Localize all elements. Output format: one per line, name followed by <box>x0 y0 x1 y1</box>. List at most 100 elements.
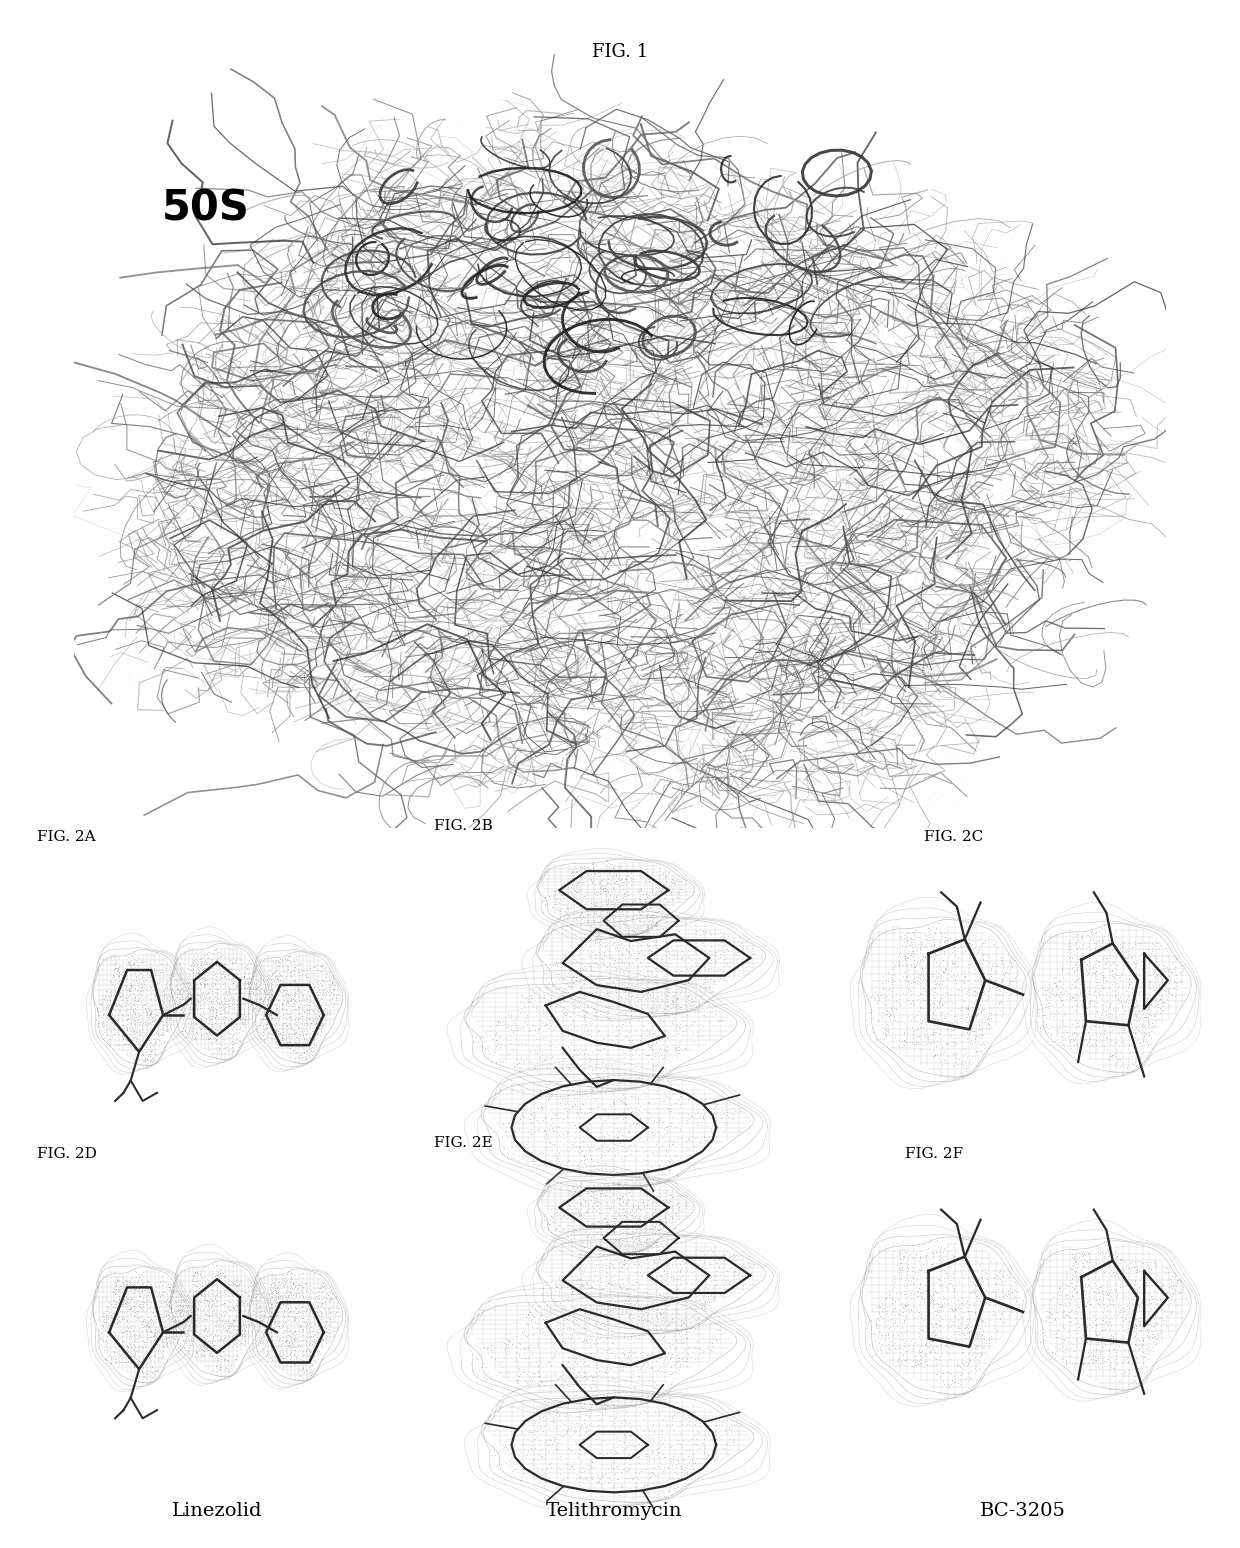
Point <box>634 477 653 502</box>
Point <box>606 469 626 494</box>
Point <box>615 1333 635 1358</box>
Point <box>1034 457 1054 481</box>
Point <box>95 1307 115 1331</box>
Point <box>484 714 503 738</box>
Point <box>567 717 587 741</box>
Point <box>656 1141 676 1166</box>
Point <box>661 334 681 359</box>
Point <box>582 1183 601 1207</box>
Point <box>704 519 724 543</box>
Point <box>126 1025 146 1050</box>
Point <box>247 1328 267 1353</box>
Point <box>836 402 856 427</box>
Point <box>294 1288 314 1313</box>
Point <box>946 1327 966 1351</box>
Point <box>816 717 836 741</box>
Point <box>491 443 511 467</box>
Point <box>278 1288 298 1313</box>
Point <box>1125 1268 1145 1293</box>
Point <box>562 237 582 262</box>
Point <box>665 943 684 968</box>
Point <box>585 460 605 485</box>
Point <box>1109 384 1128 409</box>
Point <box>567 907 587 932</box>
Point <box>517 1005 537 1029</box>
Point <box>170 978 190 1003</box>
Point <box>1147 1289 1167 1314</box>
Point <box>227 1003 247 1028</box>
Point <box>714 238 734 263</box>
Point <box>708 707 728 732</box>
Point <box>973 960 993 985</box>
Point <box>1141 1328 1161 1353</box>
Point <box>632 930 652 955</box>
Point <box>1021 500 1040 525</box>
Point <box>990 415 1009 440</box>
Point <box>272 1336 291 1361</box>
Point <box>315 955 335 980</box>
Point <box>286 989 306 1014</box>
Point <box>433 144 453 169</box>
Point <box>279 1300 299 1325</box>
Point <box>539 1211 559 1235</box>
Point <box>872 498 892 523</box>
Point <box>205 963 224 988</box>
Point <box>613 873 632 898</box>
Point <box>898 1339 918 1364</box>
Point <box>919 1286 939 1311</box>
Point <box>391 486 410 511</box>
Point <box>527 559 547 584</box>
Point <box>283 1271 303 1296</box>
Point <box>649 1224 668 1249</box>
Point <box>821 529 841 554</box>
Point <box>1076 1240 1096 1265</box>
Point <box>1064 975 1084 1000</box>
Point <box>588 1402 608 1427</box>
Point <box>273 991 293 1015</box>
Point <box>567 1135 587 1159</box>
Point <box>233 1286 253 1311</box>
Point <box>898 977 918 1002</box>
Point <box>981 1325 1001 1350</box>
Point <box>947 1011 967 1036</box>
Point <box>861 1000 880 1025</box>
Point <box>221 1314 241 1339</box>
Point <box>589 1409 609 1433</box>
Point <box>299 1286 319 1311</box>
Point <box>635 478 655 503</box>
Point <box>270 950 290 975</box>
Point <box>668 1015 688 1040</box>
Point <box>98 1006 118 1031</box>
Point <box>122 1296 141 1320</box>
Point <box>1122 950 1142 975</box>
Point <box>954 381 973 406</box>
Point <box>368 409 388 433</box>
Point <box>284 406 304 430</box>
Point <box>615 960 635 985</box>
Point <box>692 1446 712 1471</box>
Point <box>387 424 407 449</box>
Point <box>518 421 538 446</box>
Point <box>275 981 295 1006</box>
Point <box>759 740 779 765</box>
Point <box>625 927 645 952</box>
Point <box>992 983 1012 1008</box>
Point <box>202 407 222 432</box>
Point <box>549 1389 569 1413</box>
Point <box>291 1279 311 1303</box>
Point <box>1162 960 1182 985</box>
Point <box>279 1274 299 1299</box>
Point <box>572 460 591 485</box>
Point <box>110 954 130 978</box>
Point <box>433 402 453 427</box>
Point <box>590 1266 610 1291</box>
Point <box>269 954 289 978</box>
Point <box>662 1082 682 1107</box>
Point <box>565 714 585 738</box>
Point <box>952 1260 972 1285</box>
Point <box>254 463 274 488</box>
Point <box>274 988 294 1012</box>
Point <box>993 1293 1013 1317</box>
Point <box>548 988 568 1012</box>
Point <box>1059 1291 1079 1316</box>
